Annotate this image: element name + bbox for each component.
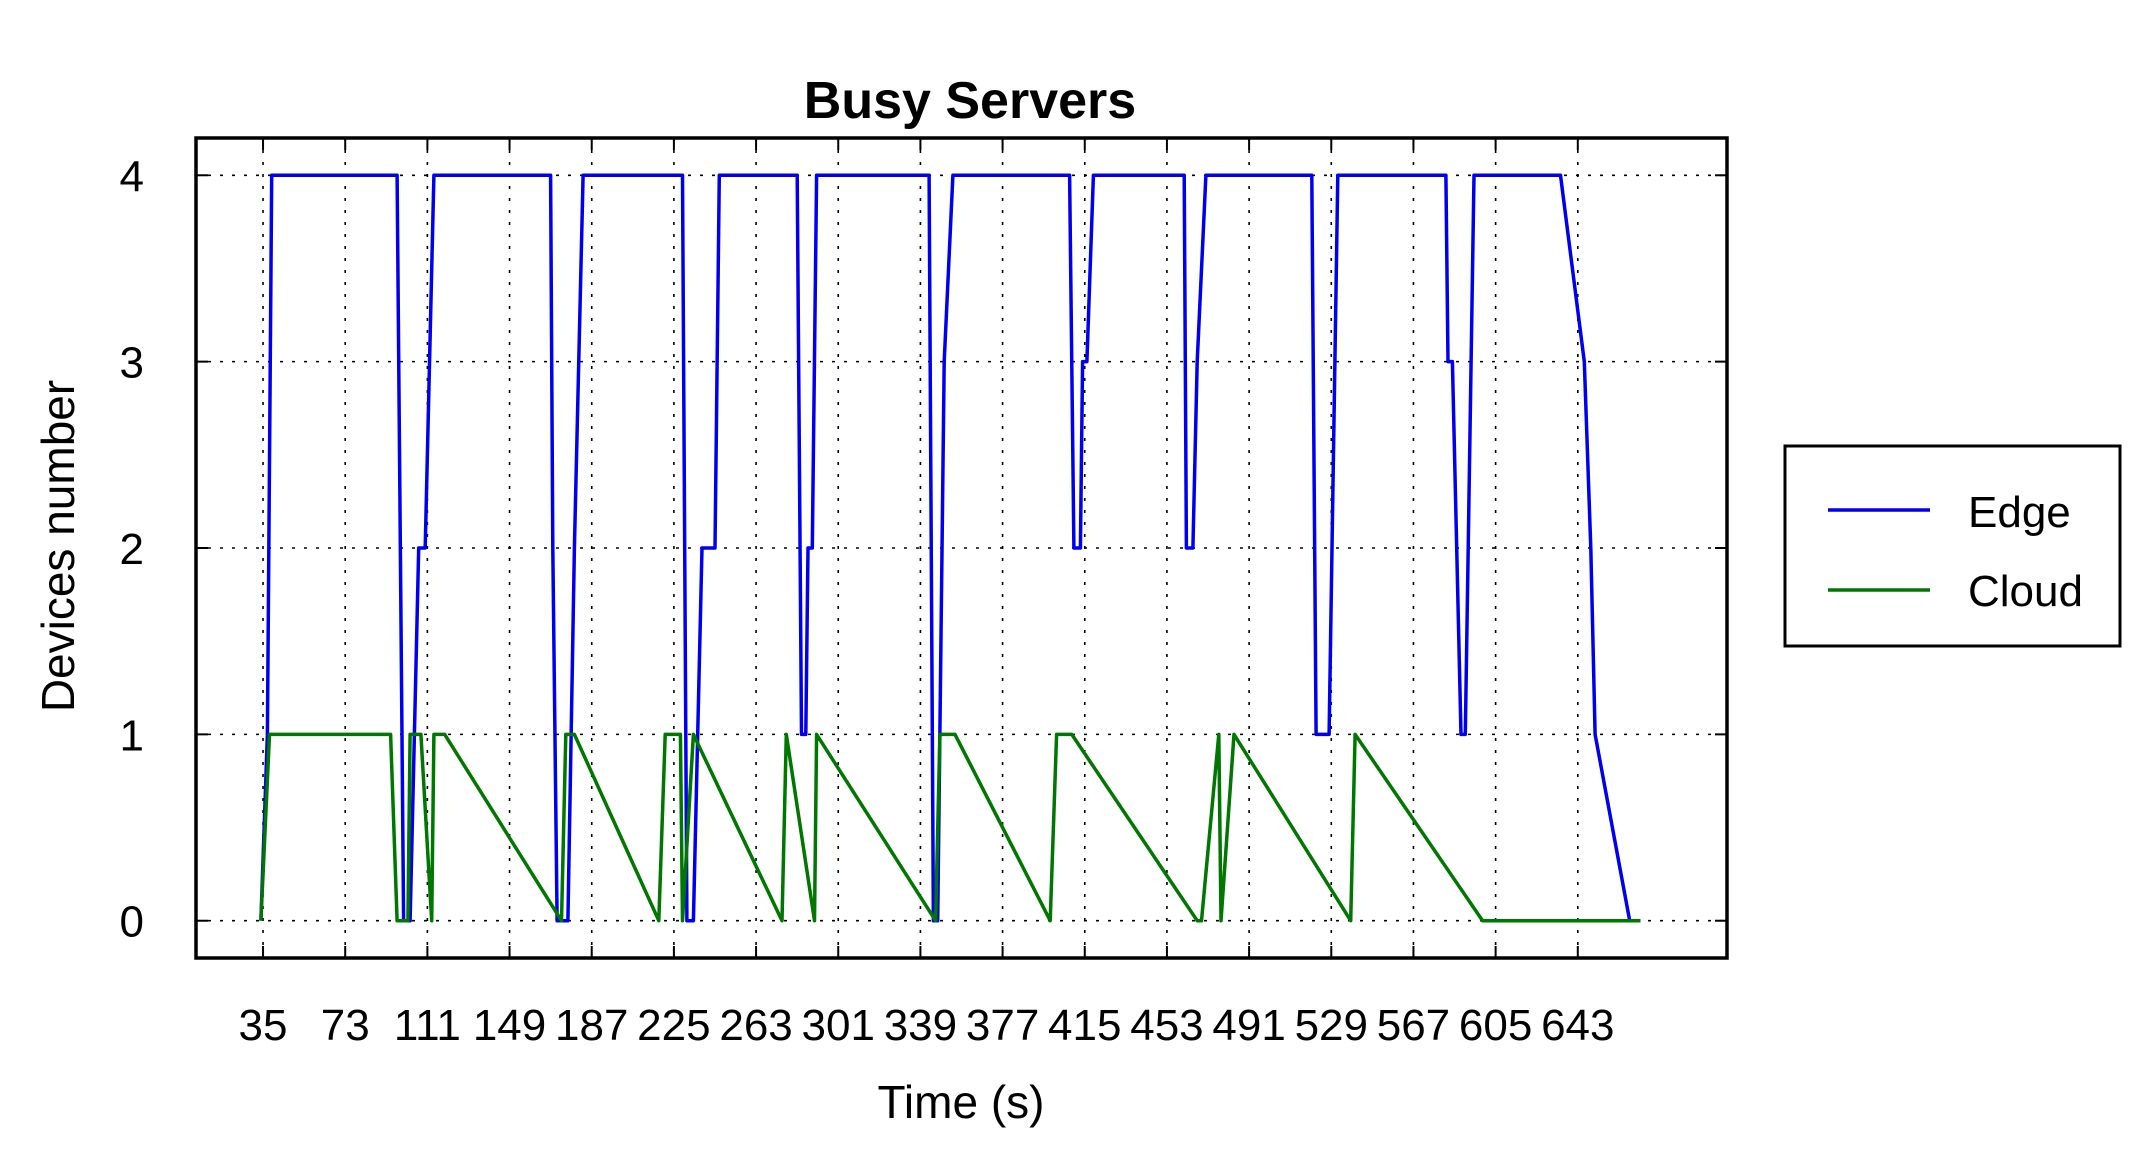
x-tick-label: 111 [394, 1001, 461, 1050]
x-tick-label: 643 [1541, 1001, 1614, 1050]
x-tick-label: 415 [1048, 1001, 1121, 1050]
x-tick-label: 149 [473, 1001, 546, 1050]
series-line-cloud [259, 732, 1641, 923]
y-axis-label: Devices number [32, 380, 84, 712]
y-tick-label: 2 [120, 525, 144, 574]
x-tick-label: 301 [802, 1001, 875, 1050]
x-axis-label: Time (s) [878, 1076, 1045, 1128]
x-tick-label: 35 [239, 1001, 288, 1050]
y-tick-label: 4 [120, 152, 144, 201]
y-tick-label: 3 [120, 339, 144, 388]
x-tick-label: 377 [966, 1001, 1039, 1050]
ticks [196, 138, 1727, 958]
legend: Edge Cloud [1783, 444, 2122, 648]
plot-frame [194, 136, 1729, 960]
x-tick-label: 567 [1377, 1001, 1450, 1050]
x-tick-labels: 35 73 111 149 187 225 263 301 339 377 415 453 491 529… [239, 1001, 1615, 1050]
x-tick-label: 453 [1130, 1001, 1203, 1050]
x-tick-label: 187 [555, 1001, 628, 1050]
y-tick-label: 0 [120, 898, 144, 947]
series-lines [259, 173, 1641, 923]
x-tick-label: 491 [1212, 1001, 1285, 1050]
x-tick-label: 529 [1295, 1001, 1368, 1050]
y-tick-label: 1 [120, 711, 144, 760]
x-tick-label: 605 [1459, 1001, 1532, 1050]
x-tick-label: 339 [884, 1001, 957, 1050]
legend-box [1783, 444, 2122, 648]
series-line-edge [259, 173, 1632, 923]
chart-title: Busy Servers [804, 72, 1136, 130]
x-tick-label: 263 [719, 1001, 792, 1050]
legend-label-cloud: Cloud [1968, 567, 2083, 616]
x-tick-label: 73 [321, 1001, 370, 1050]
y-tick-labels: 0 1 2 3 4 [120, 152, 144, 946]
legend-label-edge: Edge [1968, 488, 2071, 537]
x-tick-label: 225 [637, 1001, 710, 1050]
